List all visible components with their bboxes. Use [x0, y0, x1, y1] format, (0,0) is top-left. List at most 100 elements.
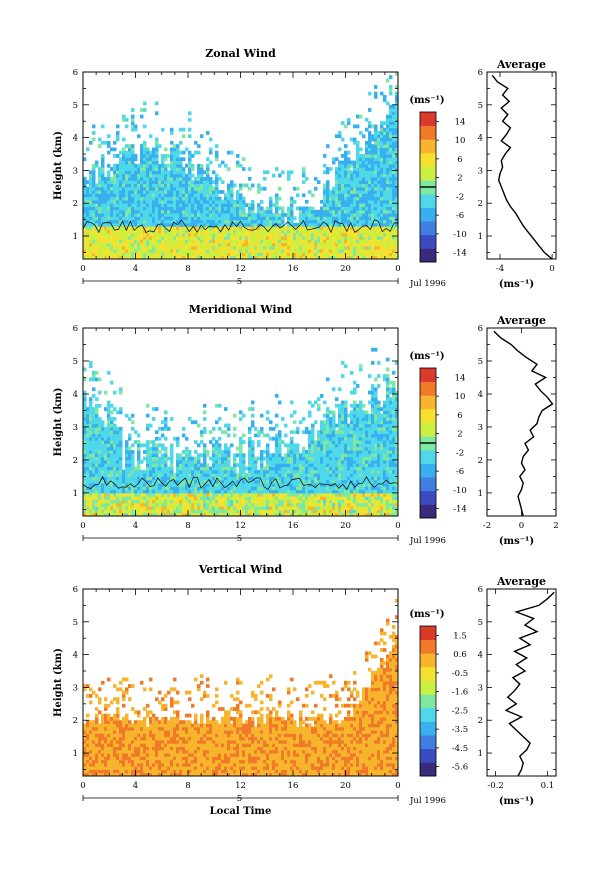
heatmap-cell: [332, 206, 336, 211]
heatmap-cell: [182, 245, 186, 250]
heatmap-cell: [206, 239, 210, 244]
heatmap-cell: [287, 242, 291, 247]
heatmap-cell: [89, 430, 93, 435]
heatmap-cell: [152, 492, 156, 497]
heatmap-cell: [386, 131, 390, 135]
heatmap-cell: [188, 483, 192, 487]
heatmap-cell: [224, 213, 228, 217]
heatmap-cell: [176, 193, 180, 198]
heatmap-cell: [383, 176, 387, 181]
heatmap-cell: [233, 206, 237, 211]
heatmap-cell: [128, 252, 132, 257]
heatmap-cell: [203, 473, 207, 477]
heatmap-cell: [119, 390, 123, 395]
heatmap-cell: [116, 443, 120, 448]
heatmap-cell: [164, 476, 168, 481]
heatmap-cell: [251, 512, 255, 517]
heatmap-cell: [302, 206, 306, 211]
heatmap-cell: [347, 219, 351, 224]
heatmap-cell: [290, 170, 294, 175]
heatmap-cell: [347, 206, 351, 211]
heatmap-cell: [380, 140, 384, 145]
heatmap-cell: [170, 163, 174, 168]
heatmap-cell: [104, 229, 108, 234]
heatmap-cell: [167, 176, 171, 181]
heatmap-cell: [377, 144, 381, 148]
heatmap-cell: [371, 226, 375, 230]
heatmap-cell: [263, 213, 267, 217]
heatmap-cell: [251, 222, 255, 227]
heatmap-cell: [206, 450, 210, 454]
heatmap-cell: [371, 199, 375, 204]
heatmap-cell: [326, 183, 330, 188]
heatmap-cell: [194, 239, 198, 244]
heatmap-cell: [206, 499, 210, 504]
heatmap-cell: [167, 163, 171, 168]
heatmap-cell: [215, 255, 219, 260]
heatmap-cell: [233, 509, 237, 514]
heatmap-cell: [116, 154, 120, 158]
heatmap-cell: [215, 157, 219, 162]
heatmap-cell: [101, 453, 105, 458]
heatmap-cell: [107, 140, 111, 145]
heatmap-cell: [248, 443, 252, 448]
heatmap-cell: [197, 509, 201, 514]
heatmap-cell: [200, 249, 204, 253]
heatmap-cell: [140, 506, 144, 510]
heatmap-cell: [338, 222, 342, 227]
heatmap-cell: [395, 219, 399, 224]
heatmap-cell: [380, 206, 384, 211]
heatmap-cell: [152, 242, 156, 247]
heatmap-cell: [257, 183, 261, 188]
heatmap-cell: [194, 209, 198, 214]
heatmap-cell: [251, 502, 255, 507]
heatmap-cell: [143, 473, 147, 477]
heatmap-cell: [308, 213, 312, 217]
heatmap-cell: [107, 483, 111, 487]
heatmap-cell: [167, 219, 171, 224]
heatmap-cell: [203, 216, 207, 221]
heatmap-cell: [233, 433, 237, 438]
heatmap-cell: [218, 226, 222, 230]
heatmap-cell: [236, 453, 240, 458]
heatmap-cell: [266, 232, 270, 237]
heatmap-cell: [176, 440, 180, 444]
heatmap-cell: [215, 469, 219, 474]
heatmap-cell: [374, 199, 378, 204]
heatmap-cell: [137, 222, 141, 227]
heatmap-cell: [140, 502, 144, 507]
heatmap-cell: [236, 193, 240, 198]
heatmap-cell: [299, 512, 303, 517]
heatmap-cell: [239, 486, 243, 491]
heatmap-cell: [131, 193, 135, 198]
heatmap-cell: [98, 420, 102, 425]
heatmap-cell: [155, 463, 159, 468]
heatmap-cell: [83, 466, 87, 471]
heatmap-cell: [116, 190, 120, 194]
heatmap-cell: [116, 459, 120, 464]
heatmap-cell: [395, 144, 399, 148]
heatmap-cell: [362, 134, 366, 139]
heatmap-cell: [305, 450, 309, 454]
heatmap-cell: [326, 216, 330, 221]
heatmap-cell: [227, 226, 231, 230]
heatmap-cell: [95, 483, 99, 487]
heatmap-cell: [338, 242, 342, 247]
heatmap-cell: [104, 390, 108, 395]
heatmap-cell: [113, 479, 117, 484]
heatmap-cell: [146, 426, 150, 431]
heatmap-cell: [341, 199, 345, 204]
heatmap-cell: [116, 489, 120, 494]
heatmap-cell: [119, 466, 123, 471]
heatmap-cell: [152, 249, 156, 253]
heatmap-cell: [92, 232, 96, 237]
heatmap-cell: [98, 239, 102, 244]
heatmap-cell: [332, 249, 336, 253]
heatmap-cell: [215, 479, 219, 484]
heatmap-cell: [290, 222, 294, 227]
heatmap-cell: [113, 193, 117, 198]
day-label: 5: [237, 277, 242, 287]
heatmap-cell: [113, 163, 117, 168]
heatmap-cell: [227, 502, 231, 507]
heatmap-cell: [83, 502, 87, 507]
